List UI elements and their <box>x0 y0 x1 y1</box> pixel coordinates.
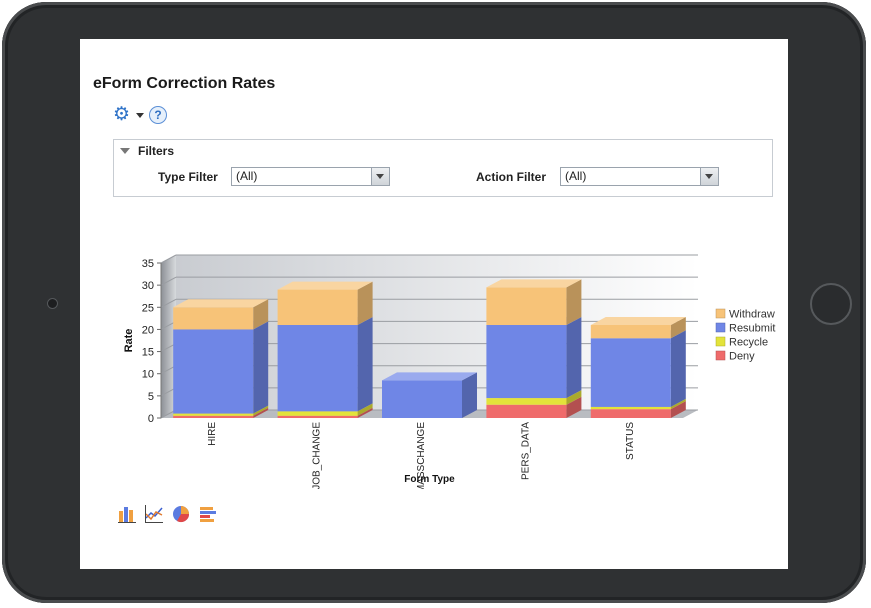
y-tick-label: 0 <box>148 413 154 425</box>
horizontal-bar-chart-icon[interactable] <box>199 505 217 523</box>
chart: 0 5 10 15 20 25 30 35 Rate HIRE JOB_CHANGE MASSCHAN… <box>123 254 775 489</box>
y-tick-label: 35 <box>142 258 154 270</box>
chevron-down-icon[interactable] <box>136 112 144 118</box>
type-filter-label: Type Filter <box>158 170 218 184</box>
y-tick-label: 30 <box>142 280 154 292</box>
y-tick-label: 25 <box>142 302 154 314</box>
bar-pers_data-deny <box>486 404 567 418</box>
x-tick-label: JOB_CHANGE <box>312 422 323 489</box>
type-filter-select[interactable]: (All) <box>231 167 390 186</box>
bar-job_change-deny <box>277 415 358 418</box>
legend-label-deny: Deny <box>729 351 755 363</box>
chevron-down-icon[interactable] <box>371 168 389 185</box>
legend-swatch <box>715 350 726 361</box>
bar-hire-deny <box>173 415 254 418</box>
bar-status-recycle-side <box>670 398 686 410</box>
action-filter-label: Action Filter <box>476 170 547 184</box>
bar-job_change-resubmit-side <box>357 317 373 412</box>
legend-swatch <box>715 322 726 333</box>
collapse-triangle-icon <box>120 148 130 154</box>
bar-job_change-withdraw <box>277 289 358 325</box>
bar-pers_data-resubmit <box>486 325 567 399</box>
legend-label-recycle: Recycle <box>729 337 768 349</box>
toolbar: ⚙ ? <box>113 105 167 125</box>
bar-status-deny <box>590 409 671 418</box>
y-tick-label: 5 <box>148 391 154 403</box>
bar-status-withdraw-top <box>590 317 686 325</box>
bar-hire-deny-side <box>253 407 269 418</box>
bar-pers_data-resubmit-side <box>566 317 582 399</box>
bar-status-recycle <box>590 406 671 410</box>
filters-panel: Filters Type Filter (All) Action Filter … <box>113 139 773 197</box>
action-filter-value: (All) <box>565 169 587 183</box>
action-filter-select[interactable]: (All) <box>560 167 719 186</box>
bar-status-resubmit <box>590 338 671 407</box>
bar-masschange-resubmit-side <box>462 372 477 418</box>
bar-status-withdraw <box>590 325 671 339</box>
gridline <box>160 254 177 264</box>
page-title: eForm Correction Rates <box>93 75 276 92</box>
line-chart-icon[interactable] <box>145 505 163 523</box>
bar-hire-withdraw <box>173 307 254 330</box>
bar-pers_data-recycle <box>486 398 567 405</box>
bar-hire-resubmit <box>173 329 254 414</box>
chart-type-switcher <box>118 505 217 523</box>
bar-masschange-resubmit-top <box>382 372 477 381</box>
bar-hire-recycle <box>173 413 254 416</box>
filters-toggle[interactable]: Filters <box>120 144 174 158</box>
bar-hire-withdraw-side <box>253 299 269 330</box>
bar-hire-recycle-side <box>253 405 269 416</box>
bar-status-deny-side <box>670 401 686 418</box>
x-tick-label: HIRE <box>207 422 218 446</box>
home-button[interactable] <box>810 283 852 325</box>
gridline <box>160 276 177 286</box>
bar-hire-withdraw-top <box>173 299 269 308</box>
chevron-down-icon[interactable] <box>700 168 718 185</box>
legend-swatch <box>715 308 726 319</box>
bar-masschange-resubmit <box>382 380 462 418</box>
legend-label-resubmit: Resubmit <box>729 323 775 335</box>
y-tick-label: 20 <box>142 324 154 336</box>
bar-job_change-resubmit <box>277 325 358 412</box>
legend-label-withdraw: Withdraw <box>729 309 775 321</box>
bar-pers_data-withdraw <box>486 287 567 325</box>
x-axis-label: Form Type <box>404 474 455 485</box>
x-tick-label: MASSCHANGE <box>416 422 427 489</box>
bar-chart-icon[interactable] <box>118 505 136 523</box>
gridline <box>160 298 177 308</box>
bar-hire-resubmit-side <box>253 321 269 414</box>
legend-swatch <box>715 336 726 347</box>
x-tick-label: PERS_DATA <box>520 422 531 480</box>
type-filter-value: (All) <box>236 169 258 183</box>
gear-icon[interactable]: ⚙ <box>113 104 131 125</box>
bar-pers_data-withdraw-top <box>486 279 582 288</box>
bar-job_change-withdraw-top <box>277 281 373 290</box>
filters-header: Filters <box>138 144 175 158</box>
screen: eForm Correction Rates ⚙ ? Filters Type … <box>80 39 788 569</box>
bar-pers_data-withdraw-side <box>566 279 582 325</box>
bar-pers_data-recycle-side <box>566 390 582 405</box>
bar-job_change-deny-side <box>357 407 373 418</box>
bar-job_change-recycle-side <box>357 403 373 416</box>
bar-pers_data-deny-side <box>566 396 582 418</box>
chart-side-wall <box>161 255 176 418</box>
y-tick-label: 15 <box>142 347 154 359</box>
bar-status-resubmit-side <box>670 330 686 407</box>
pie-chart-icon[interactable] <box>172 505 190 523</box>
bar-job_change-recycle <box>277 411 358 416</box>
y-axis-label: Rate <box>123 329 135 353</box>
bar-job_change-withdraw-side <box>357 281 373 325</box>
y-tick-label: 10 <box>142 369 154 381</box>
x-tick-label: STATUS <box>625 422 636 460</box>
help-icon[interactable]: ? <box>149 106 167 124</box>
bar-status-withdraw-side <box>670 317 686 339</box>
camera-icon <box>47 298 58 309</box>
